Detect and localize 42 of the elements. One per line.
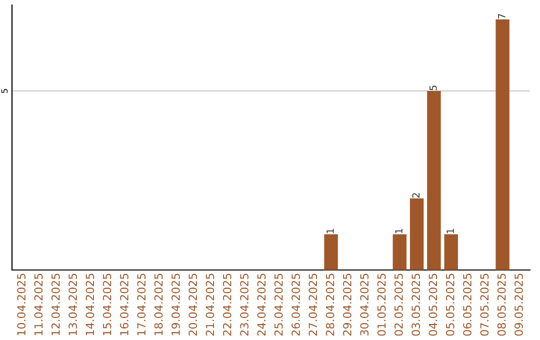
x-tick-label: 23.04.2025 — [240, 274, 248, 336]
x-tick-label: 26.04.2025 — [292, 274, 300, 336]
x-tick-label: 21.04.2025 — [206, 274, 214, 336]
x-tick-label: 02.05.2025 — [394, 274, 403, 336]
x-tick-label: 20.04.2025 — [188, 274, 198, 336]
data-label: 2 — [412, 193, 420, 198]
bar — [427, 90, 441, 270]
bar — [496, 19, 510, 270]
data-label: 1 — [326, 228, 334, 234]
data-label: 5 — [430, 86, 437, 90]
data-label: 1 — [446, 228, 454, 234]
x-tick-label: 07.05.2025 — [480, 274, 489, 336]
x-tick-label: 03.05.2025 — [412, 274, 420, 336]
x-tick-label: 30.04.2025 — [360, 274, 369, 336]
x-tick-label: 27.04.2025 — [308, 274, 318, 336]
bar — [444, 234, 458, 270]
x-tick-label: 14.04.2025 — [86, 274, 94, 336]
x-tick-label: 10.04.2025 — [17, 274, 26, 336]
x-tick-label: 19.04.2025 — [171, 274, 180, 336]
x-tick-label: 05.05.2025 — [446, 274, 454, 336]
x-tick-label: 01.05.2025 — [377, 274, 386, 336]
x-tick-label: 06.05.2025 — [463, 274, 472, 336]
data-label: 1 — [395, 228, 402, 234]
x-tick-label: 15.04.2025 — [102, 274, 112, 336]
x-tick-label: 12.04.2025 — [51, 274, 60, 336]
x-tick-label: 04.05.2025 — [428, 274, 438, 336]
x-tick-label: 25.04.2025 — [274, 274, 283, 336]
x-tick-label: 17.04.2025 — [137, 274, 146, 336]
x-tick-label: 28.04.2025 — [326, 274, 334, 336]
bar — [410, 198, 424, 270]
x-tick-label: 24.04.2025 — [257, 274, 266, 336]
x-tick-label: 29.04.2025 — [343, 274, 352, 336]
x-tick-label: 11.04.2025 — [34, 274, 43, 336]
x-tick-label: 08.05.2025 — [497, 274, 506, 336]
x-tick-label: 09.05.2025 — [514, 274, 523, 336]
x-tick-label: 13.04.2025 — [68, 274, 77, 336]
x-tick-label: 18.04.2025 — [154, 274, 163, 336]
bar — [324, 234, 338, 270]
x-tick-label: 22.04.2025 — [222, 274, 232, 336]
data-label: 7 — [498, 14, 506, 19]
x-tick-label: 16.04.2025 — [120, 274, 128, 336]
bar — [392, 234, 407, 270]
